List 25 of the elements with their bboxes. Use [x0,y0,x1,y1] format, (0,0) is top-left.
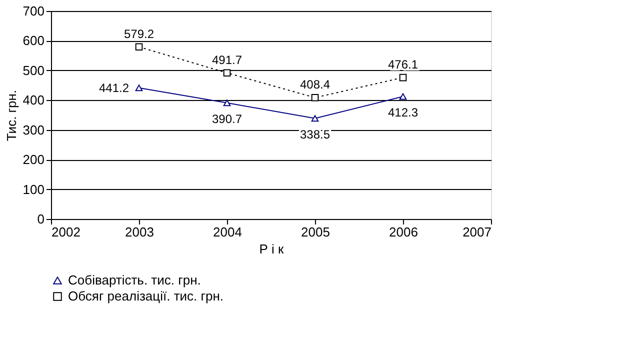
x-tick-label: 2003 [125,224,154,240]
x-axis-title: Р і к [259,242,284,256]
data-label: 441.2 [98,80,130,95]
data-label: 412.3 [388,105,418,120]
legend-label: Обсяг реалізації. тис. грн. [68,288,224,304]
data-label: 408.4 [300,78,330,92]
y-tick-label: 0 [37,212,44,226]
y-tick-label: 100 [22,182,44,197]
y-tick-label: 200 [22,152,44,168]
data-label: 390.7 [212,112,242,126]
data-label: 579.2 [124,26,154,41]
y-tick-label: 500 [22,62,44,78]
y-tick-label: 700 [22,4,44,18]
x-tick-label: 2007 [462,224,492,240]
data-label: 491.7 [212,52,242,67]
y-axis-title: Тис. грн. [4,90,19,142]
y-tick-label: 400 [22,92,44,108]
y-tick-label: 300 [22,122,44,138]
x-tick-label: 2005 [301,224,330,240]
y-tick-label: 600 [22,33,44,48]
legend-label: Собівартість. тис. грн. [68,272,201,288]
x-tick-label: 2006 [389,224,418,240]
data-label: 476.1 [388,58,418,72]
x-tick-label: 2002 [52,224,80,240]
x-tick-label: 2004 [213,224,242,240]
